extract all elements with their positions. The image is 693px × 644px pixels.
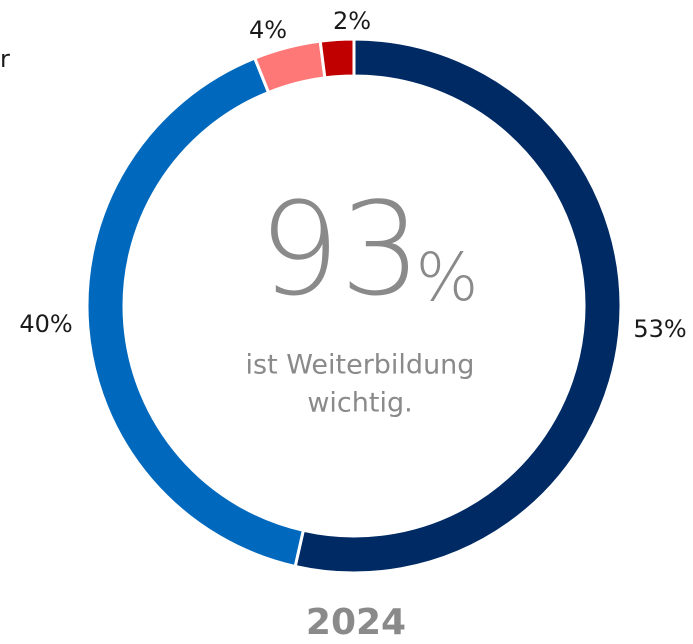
data-label: 4% xyxy=(249,16,287,44)
footer: 2024 xyxy=(306,602,406,643)
cut-off-text: r xyxy=(0,45,10,73)
data-label: 53% xyxy=(633,315,686,343)
donut-segment xyxy=(252,39,327,95)
center-unit: % xyxy=(416,239,479,316)
data-label: 40% xyxy=(19,310,72,338)
donut-segment xyxy=(318,37,356,80)
data-label: 2% xyxy=(333,7,371,35)
center-text: ist Weiterbildung xyxy=(246,350,475,381)
center-text: wichtig. xyxy=(307,388,412,419)
center-value: 93 xyxy=(259,175,422,324)
